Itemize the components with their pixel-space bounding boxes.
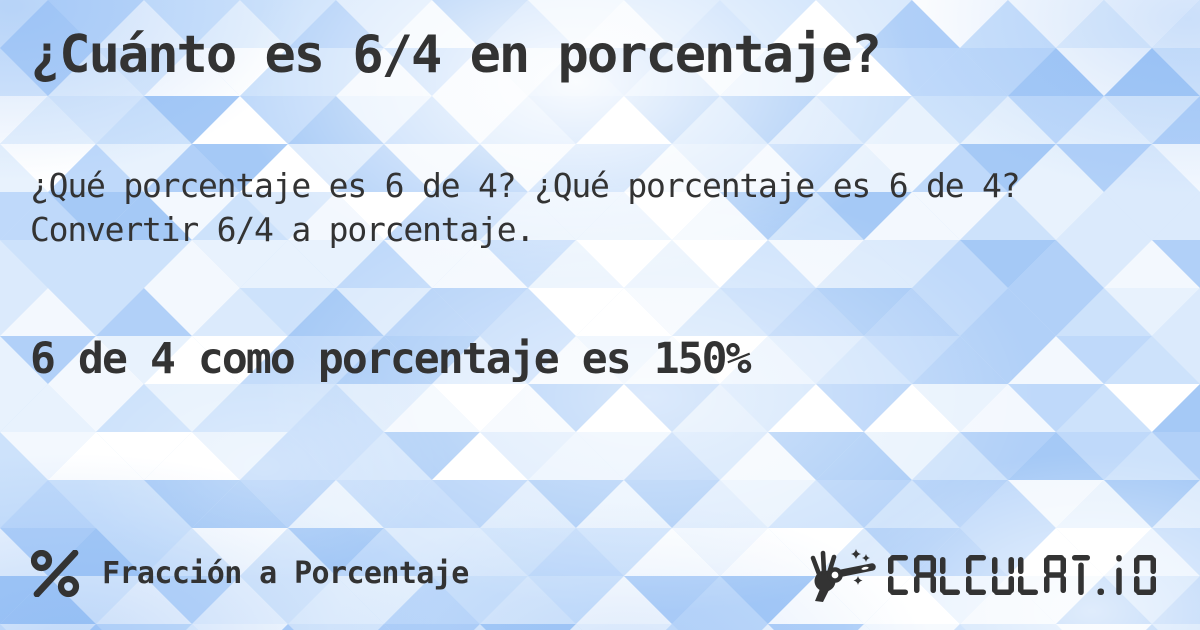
magic-wand-hand-icon	[810, 549, 876, 602]
page-title: ¿Cuánto es 6/4 en porcentaje?	[30, 25, 882, 85]
category-label: Fracción a Porcentaje	[102, 555, 469, 591]
star	[853, 576, 863, 585]
description-text: ¿Qué porcentaje es 6 de 4? ¿Qué porcenta…	[30, 166, 1021, 249]
percent-icon	[30, 549, 80, 597]
brand-wordmark	[888, 555, 1156, 595]
star	[851, 549, 861, 559]
brand-logo	[810, 540, 1156, 610]
category-badge: Fracción a Porcentaje	[30, 546, 469, 600]
answer-heading: 6 de 4 como porcentaje es 150%	[30, 334, 752, 384]
star	[862, 554, 870, 562]
